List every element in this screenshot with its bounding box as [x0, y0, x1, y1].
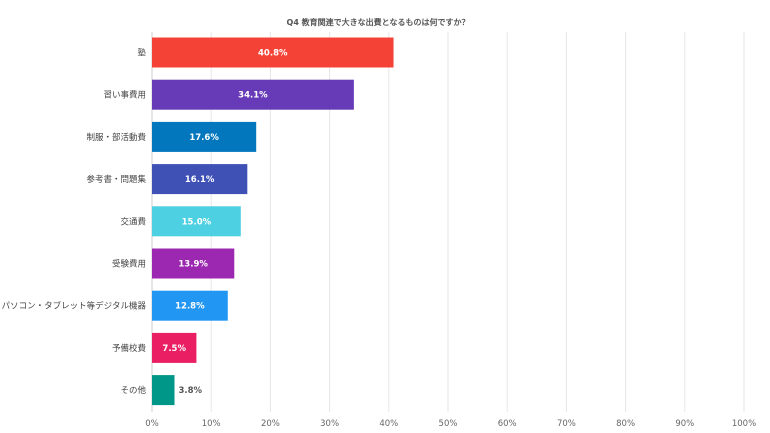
category-label: 交通費 — [120, 216, 146, 227]
bar — [152, 164, 248, 195]
x-tick-label: 40% — [379, 419, 398, 429]
bars: 40.8% 34.1% 17.6% 16.1% 15.0% 13.9% 12.8% 7.5% 3… — [152, 37, 394, 406]
category-label: パソコン・タブレット等デジタル機器 — [2, 301, 147, 312]
bar-data-label: 7.5% — [162, 344, 186, 354]
bar — [152, 79, 354, 110]
bar-data-label: 34.1% — [238, 91, 268, 101]
category-label: 参考書・問題集 — [86, 174, 146, 185]
bar — [152, 37, 394, 68]
x-tick-label: 90% — [675, 419, 694, 429]
x-tick-label: 100% — [732, 419, 756, 429]
bar — [152, 206, 241, 237]
x-axis-ticks: 0% 10% 20% 30% 40% 50% 60% 70% 80% 90% 100% — [145, 419, 756, 429]
bar — [152, 332, 197, 363]
x-tick-label: 60% — [498, 419, 517, 429]
x-tick-label: 80% — [616, 419, 635, 429]
bar-data-label: 17.6% — [189, 133, 219, 143]
bar-data-label: 12.8% — [175, 302, 205, 312]
x-tick-label: 20% — [261, 419, 280, 429]
bar — [152, 121, 257, 152]
bar-data-label: 3.8% — [178, 386, 202, 396]
x-tick-label: 30% — [320, 419, 339, 429]
chart-title: Q4 教育関連で大きな出費となるものは何ですか？ — [287, 17, 470, 27]
bar — [152, 290, 228, 321]
x-tick-label: 10% — [202, 419, 221, 429]
bar-data-label: 15.0% — [182, 217, 212, 227]
category-labels: 塾習い事費用制服・部活動費参考書・問題集交通費受験費用パソコン・タブレット等デジ… — [2, 48, 147, 397]
category-label: 制服・部活動費 — [86, 132, 146, 143]
category-label: 受験費用 — [112, 259, 146, 270]
bar-data-label: 40.8% — [258, 49, 288, 59]
bar — [152, 248, 235, 279]
bar-data-label: 13.9% — [178, 260, 208, 270]
bar — [152, 375, 175, 406]
x-tick-label: 0% — [145, 419, 159, 429]
category-label: 塾 — [137, 48, 146, 59]
x-tick-label: 70% — [557, 419, 576, 429]
category-label: 習い事費用 — [103, 90, 146, 101]
bar-data-label: 16.1% — [185, 175, 215, 185]
x-tick-label: 50% — [439, 419, 458, 429]
category-label: 予備校費 — [112, 343, 147, 354]
category-label: その他 — [120, 385, 146, 396]
